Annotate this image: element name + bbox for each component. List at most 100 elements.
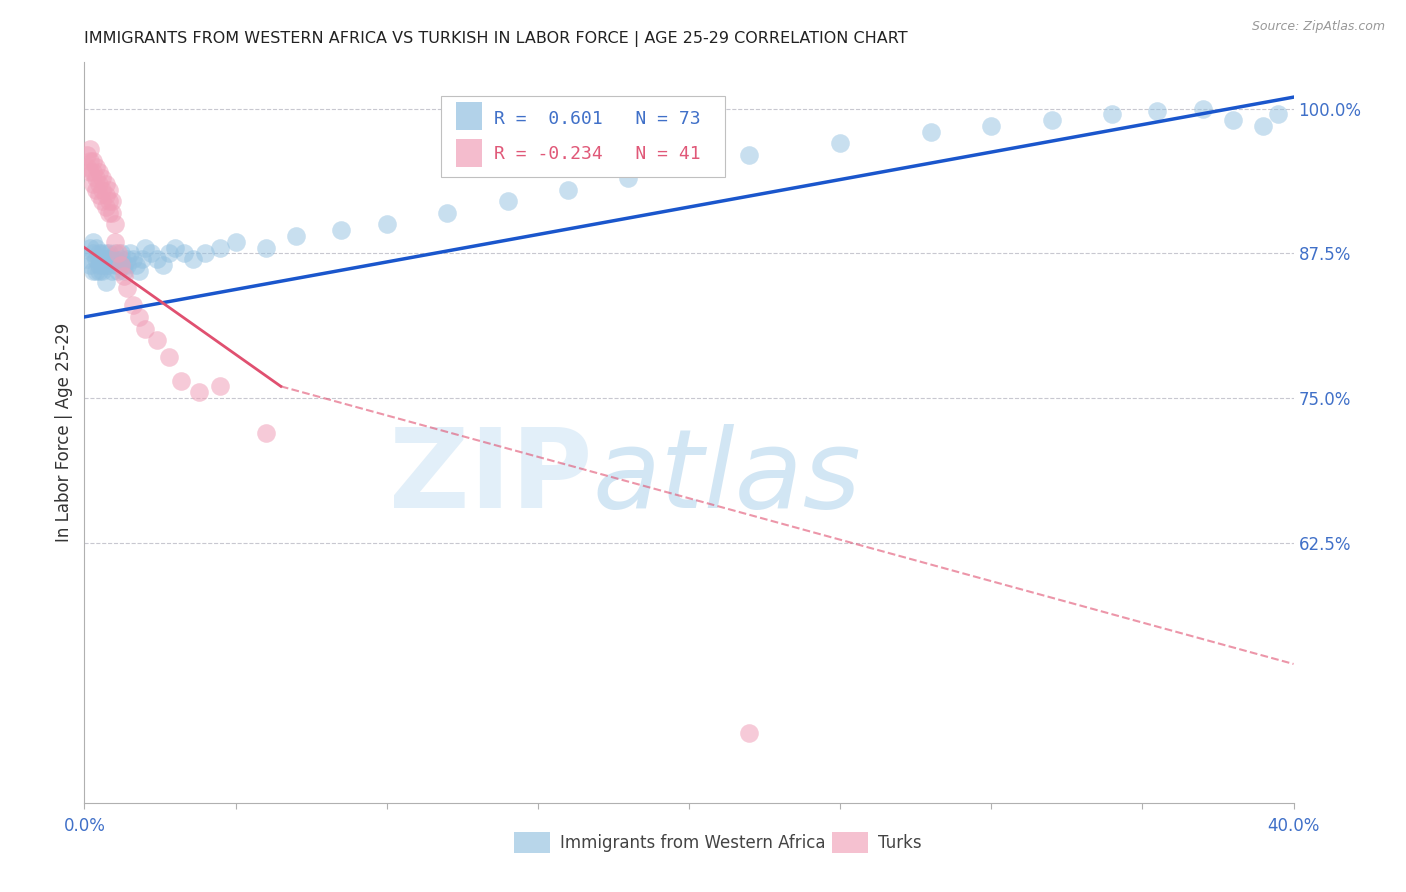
Point [86,263,108,277]
FancyBboxPatch shape [831,832,868,853]
Point [188,385,211,400]
Point [76,148,98,162]
Point [128,263,150,277]
Point [118,246,141,260]
Point [94,258,117,272]
Point [89,188,111,202]
Point [76,160,98,174]
Text: IMMIGRANTS FROM WESTERN AFRICA VS TURKISH IN LABOR FORCE | AGE 25-29 CORRELATION: IMMIGRANTS FROM WESTERN AFRICA VS TURKIS… [84,31,908,47]
Point [1146,103,1168,118]
FancyBboxPatch shape [441,95,725,178]
Point [330,223,353,237]
Point [146,252,169,266]
Point [94,246,117,260]
Point [112,258,135,272]
Point [181,252,204,266]
Point [121,252,143,266]
Point [115,281,138,295]
Point [91,183,114,197]
Point [1040,113,1063,128]
Point [91,258,114,272]
Point [134,240,156,254]
Point [557,183,579,197]
Point [107,246,129,260]
Point [100,263,122,277]
Point [738,726,761,740]
Point [110,252,132,266]
Point [97,252,120,266]
Point [107,258,129,272]
Point [94,200,117,214]
Point [94,252,117,266]
Point [82,177,104,191]
Point [980,119,1002,133]
Point [165,240,187,254]
Point [225,235,247,249]
Point [86,240,108,254]
Point [89,246,111,260]
FancyBboxPatch shape [456,139,482,168]
Point [82,153,104,168]
Point [375,218,398,232]
Point [94,188,117,202]
Point [104,258,127,272]
Point [110,258,132,272]
Point [97,183,120,197]
Point [97,206,120,220]
FancyBboxPatch shape [456,102,482,130]
FancyBboxPatch shape [513,832,550,853]
Point [82,165,104,179]
Point [100,252,122,266]
Point [79,240,101,254]
Point [285,229,308,244]
Point [91,263,114,277]
Point [112,263,135,277]
Point [82,246,104,260]
Point [89,252,111,266]
Point [107,263,129,277]
Point [157,246,180,260]
Point [738,148,761,162]
Point [194,246,217,260]
Point [146,333,169,347]
Point [94,275,117,289]
Text: atlas: atlas [592,424,860,531]
Point [496,194,519,209]
Point [104,252,127,266]
Point [436,206,458,220]
Point [125,258,148,272]
Point [110,246,132,260]
Point [209,240,232,254]
Point [1267,107,1289,121]
Point [79,258,101,272]
Point [89,263,111,277]
Point [139,246,162,260]
Point [100,206,122,220]
Point [1222,113,1244,128]
Point [1253,119,1275,133]
Point [131,252,153,266]
Point [254,425,277,440]
Point [254,240,277,254]
Point [617,171,640,186]
Point [1192,102,1215,116]
Point [104,218,127,232]
Point [79,153,101,168]
Point [134,321,156,335]
Point [100,194,122,209]
Point [89,177,111,191]
Point [128,310,150,324]
Y-axis label: In Labor Force | Age 25-29: In Labor Force | Age 25-29 [55,323,73,542]
Point [91,252,114,266]
Text: R = -0.234   N = 41: R = -0.234 N = 41 [495,145,700,163]
Point [89,258,111,272]
Point [1101,107,1123,121]
Point [86,252,108,266]
Point [170,374,193,388]
Point [82,235,104,249]
Point [97,246,120,260]
Point [89,165,111,179]
Text: Turks: Turks [877,834,921,852]
Point [830,136,852,151]
Point [678,160,700,174]
